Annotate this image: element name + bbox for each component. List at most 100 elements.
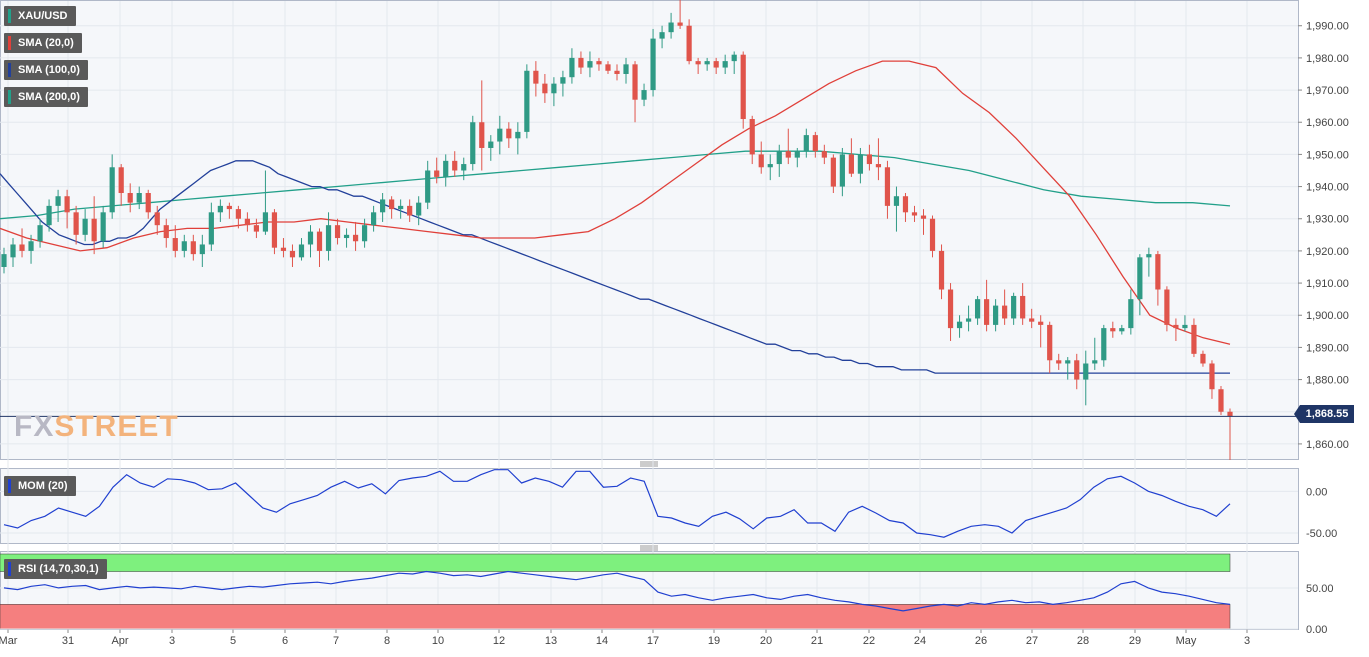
legend-rsi[interactable]: RSI (14,70,30,1) [4,559,107,579]
main-y-tick-label: 1,860.00 [1306,439,1349,451]
candle-body [1002,305,1008,319]
rsi-y-tick-label: 50.00 [1306,583,1334,595]
candle-body [1191,324,1197,354]
candle-body [812,135,818,152]
symbol-color-swatch [8,9,11,23]
candle-body [1083,363,1089,380]
candle-body [109,167,115,213]
candle-body [1200,353,1206,364]
candle-body [19,244,25,251]
candle-body [316,231,323,251]
main-y-tick-label: 1,890.00 [1306,342,1349,354]
candle-body [199,244,205,255]
candle-body [1119,328,1125,332]
candle-body [1056,360,1062,364]
candle-body [271,212,278,248]
sma200-line [0,150,1231,220]
x-tick-label: 3 [1244,635,1250,647]
candle-body [28,241,34,251]
legend-sma200[interactable]: SMA (200,0) [4,87,88,107]
candle-body [497,128,503,142]
candle-body [686,25,692,62]
x-tick-label: 22 [863,635,875,647]
candle-body [731,54,737,62]
candle-body [974,299,981,319]
candle-body [190,241,196,255]
candle-body [875,164,882,168]
legend-mom[interactable]: MOM (20) [4,476,76,496]
candle-body [902,196,909,213]
legend-sma100-label: SMA (100,0) [18,64,80,76]
candle-body [596,61,602,65]
candle-body [452,160,458,171]
candle-body [677,22,683,26]
candle-body [938,250,945,290]
x-tick-label: 26 [975,635,987,647]
x-tick-label: 10 [432,635,444,647]
candle-body [425,170,431,203]
candle-body [380,199,386,213]
sma20-line [0,60,1231,345]
candle-body [1065,360,1071,364]
x-tick-label: 8 [384,635,390,647]
candle-body [343,234,350,239]
main-y-tick-label: 1,880.00 [1306,375,1349,387]
candle-body [1038,321,1044,325]
legend-symbol-label: XAU/USD [18,10,68,22]
main-y-tick-label: 1,940.00 [1306,182,1349,194]
x-tick-label: 3 [169,635,175,647]
x-tick-label: 21 [811,635,823,647]
candle-body [956,321,963,329]
x-tick-label: 6 [282,635,288,647]
candle-body [244,218,250,226]
candle-body [1146,254,1152,258]
mom-line [3,469,1231,538]
candle-body [803,135,809,152]
candle-body [73,212,79,235]
candle-body [127,193,133,203]
candle-body [578,57,584,68]
candle-body [632,64,638,100]
candle-body [235,209,241,219]
candle-body [776,151,782,165]
candle-body [46,205,52,226]
candle-body [614,70,620,74]
candle-body [416,202,422,216]
rsi-overbought-zone [0,553,1231,572]
candle-body [641,90,647,100]
candle-body [569,57,575,78]
sma20-color-swatch [8,36,11,50]
legend-sma20[interactable]: SMA (20,0) [4,33,82,53]
candle-body [407,205,413,216]
candle-body [1029,318,1035,322]
candle-body [307,231,314,245]
candle-body [136,193,142,203]
candle-body [163,225,169,239]
current-price-tag: 1,868.55 [1294,405,1354,423]
candle-body [884,167,891,206]
candle-body [713,61,719,68]
candle-body [172,238,178,251]
rsi-oversold-zone [0,604,1231,630]
candle-body [542,83,548,94]
legend-symbol[interactable]: XAU/USD [4,6,76,26]
candle-body [794,151,800,158]
x-tick-label: 17 [647,635,659,647]
candle-body [830,157,836,187]
candle-body [524,70,530,132]
candle-body [821,151,827,158]
logo-fx: FX [14,410,55,443]
x-tick-label: Apr [111,635,128,647]
main-y-tick-label: 1,900.00 [1306,310,1349,322]
candle-body [984,299,990,325]
candle-body [515,131,521,139]
candle-body [253,225,260,232]
x-tick-label: 24 [914,635,926,647]
candle-body [695,61,701,65]
candle-body [470,122,476,165]
candle-body [866,154,873,165]
candle-body [911,212,918,216]
legend-sma100[interactable]: SMA (100,0) [4,60,88,80]
main-y-tick-label: 1,910.00 [1306,278,1349,290]
